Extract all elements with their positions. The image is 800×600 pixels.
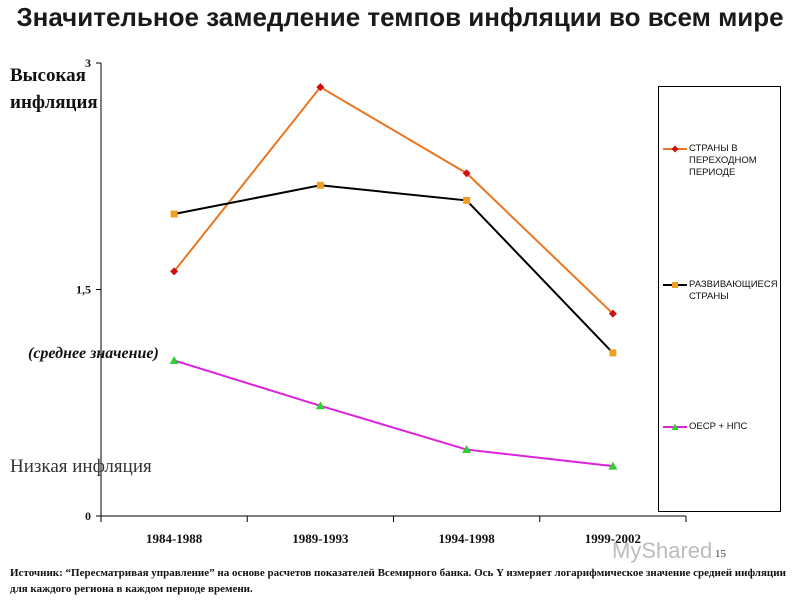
data-point-marker — [463, 196, 471, 204]
high-inflation-label: Высокая инфляция — [10, 65, 98, 113]
x-tick-label: 1999-2002 — [585, 531, 641, 546]
legend-label-oecd: ОЕСР + НПС — [689, 421, 748, 432]
x-tick-label: 1984-1988 — [146, 531, 203, 546]
page-title: Значительное замедление темпов инфляции … — [16, 2, 784, 32]
data-point-marker — [315, 401, 325, 410]
data-point-marker — [316, 83, 325, 92]
data-point-marker — [169, 355, 179, 364]
legend-swatch-oecd — [663, 423, 687, 430]
data-point-marker — [609, 349, 617, 357]
chart-legend: СТРАНЫ В ПЕРЕХОДНОМ ПЕРИОДЕ РАЗВИВАЮЩИЕС… — [658, 86, 781, 512]
data-point-marker — [170, 267, 179, 276]
data-point-marker — [608, 309, 617, 318]
data-point-marker — [462, 445, 472, 454]
data-point-marker — [170, 210, 178, 218]
series-line-0 — [173, 85, 614, 315]
y-tick-label: 1,5 — [76, 283, 91, 297]
low-inflation-label: Низкая инфляция — [10, 456, 152, 477]
y-tick-label: 0 — [85, 509, 91, 523]
y-tick-label: 3 — [85, 56, 91, 70]
data-point-marker — [462, 169, 471, 178]
page-number: 15 — [715, 548, 726, 560]
x-tick-label: 1989-1993 — [292, 531, 349, 546]
legend-label-transition: СТРАНЫ В ПЕРЕХОДНОМ ПЕРИОДЕ — [689, 143, 757, 178]
watermark-text: MyShared — [612, 538, 713, 563]
legend-label-developing: РАЗВИВАЮЩИЕСЯ СТРАНЫ — [689, 279, 778, 302]
series-line-1 — [173, 184, 614, 354]
data-point-marker — [608, 461, 618, 470]
source-note: Источник: “Пересматривая управление” на … — [10, 567, 786, 595]
mean-value-label: (среднее значение) — [28, 345, 159, 362]
legend-swatch-transition — [663, 145, 687, 153]
x-tick-label: 1994-1998 — [438, 531, 495, 546]
data-point-marker — [316, 181, 324, 189]
series-line-2 — [173, 359, 613, 468]
legend-swatch-developing — [663, 282, 687, 288]
